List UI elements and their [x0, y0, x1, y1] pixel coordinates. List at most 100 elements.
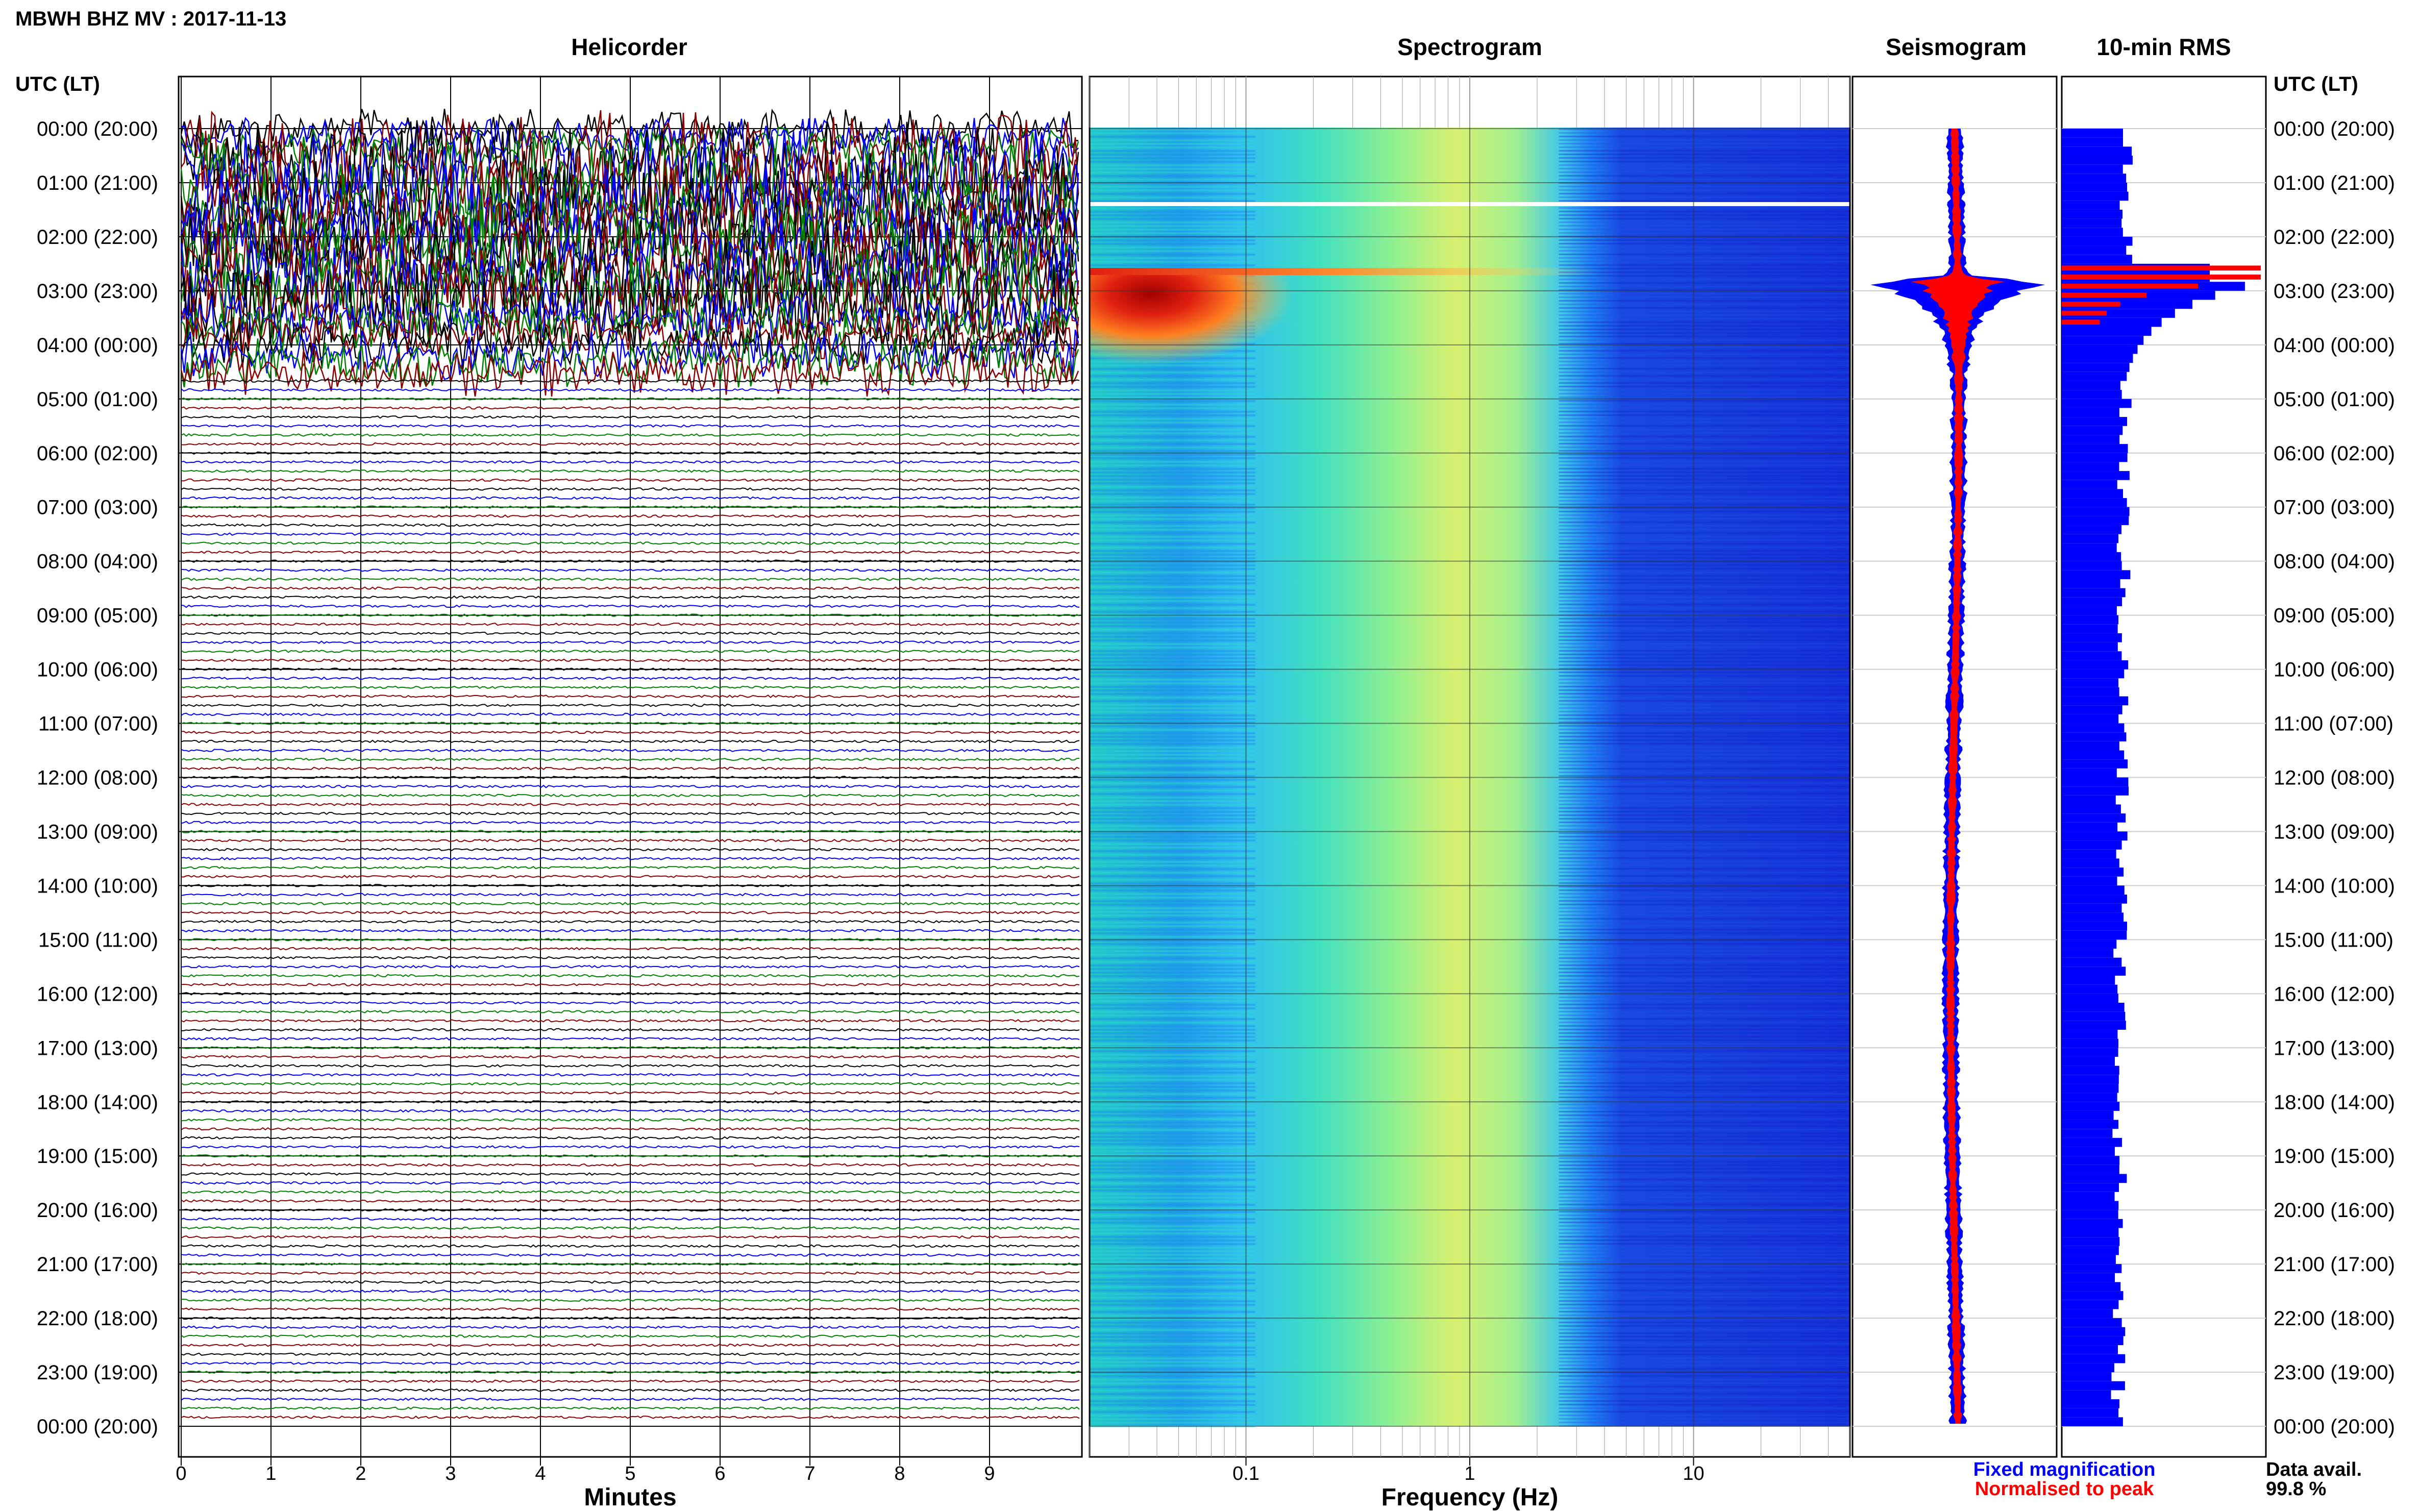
- helicorder-trace: [181, 658, 1080, 662]
- helicorder-trace: [181, 929, 1080, 933]
- spectrogram-row: [1559, 389, 1850, 391]
- spectrogram-row: [1090, 954, 1255, 956]
- spectrogram-row: [1559, 1125, 1850, 1127]
- rms-bar: [2062, 1029, 2118, 1039]
- spectrogram-row: [1090, 779, 1255, 781]
- spectrogram-row: [1090, 1365, 1255, 1367]
- spectrogram-row: [1090, 786, 1255, 788]
- spectrogram-row: [1090, 1368, 1255, 1370]
- spectrogram-row: [1559, 136, 1850, 137]
- rms-bar: [2062, 822, 2118, 832]
- spectrogram-row: [1559, 1386, 1850, 1387]
- rms-bar: [2062, 786, 2129, 796]
- spectrogram-row: [1090, 936, 1255, 938]
- spectrogram-row: [1090, 972, 1255, 974]
- spectrogram-row: [1090, 543, 1255, 545]
- spectrogram-row: [1559, 664, 1850, 666]
- helicorder-trace: [181, 469, 1080, 473]
- spectrogram-row: [1559, 847, 1850, 848]
- spectrogram-row: [1559, 1411, 1850, 1412]
- spectrogram-tick-label: 1: [1464, 1463, 1475, 1484]
- spectrogram-row: [1090, 947, 1255, 949]
- spectrogram-row: [1559, 514, 1850, 516]
- spectrogram-row: [1090, 797, 1255, 799]
- rms-bar: [2062, 255, 2132, 264]
- spectrogram-row: [1090, 1050, 1255, 1052]
- helicorder-trace: [181, 460, 1080, 464]
- spectrogram-row: [1559, 1400, 1850, 1402]
- spectrogram-row: [1090, 1104, 1255, 1106]
- helicorder-trace: [181, 956, 1080, 960]
- rms-bar: [2062, 228, 2123, 237]
- spectrogram-row: [1090, 1004, 1255, 1006]
- rms-bar: [2062, 966, 2126, 976]
- spectrogram-row: [1090, 875, 1255, 877]
- time-label-left: 19:00 (15:00): [37, 1145, 158, 1168]
- spectrogram-row: [1090, 511, 1255, 513]
- spectrogram-row: [1090, 729, 1255, 731]
- spectrogram-row: [1559, 1390, 1850, 1391]
- spectrogram-row: [1559, 707, 1850, 709]
- spectrogram-row: [1090, 982, 1255, 984]
- spectrogram-row: [1090, 1129, 1255, 1131]
- rms-bar: [2062, 831, 2128, 841]
- helicorder-trace: [181, 1046, 1080, 1050]
- spectrogram-row: [1559, 1072, 1850, 1073]
- spectrogram-row: [1559, 486, 1850, 487]
- spectrogram-row: [1090, 214, 1255, 216]
- rms-bar-normalised: [2062, 265, 2261, 271]
- spectrogram-row: [1090, 239, 1255, 241]
- helicorder-trace: [181, 1244, 1080, 1248]
- spectrogram-row: [1090, 682, 1255, 684]
- spectrogram-tick-label: 10: [1683, 1463, 1704, 1484]
- rms-bar: [2062, 1110, 2114, 1120]
- spectrogram-row: [1090, 1204, 1255, 1206]
- helicorder-trace: [181, 586, 1080, 590]
- rms-bar: [2062, 939, 2117, 949]
- spectrogram-row: [1559, 1097, 1850, 1098]
- spectrogram-row: [1090, 1107, 1255, 1109]
- spectrogram-row: [1090, 1018, 1255, 1020]
- spectrogram-row: [1559, 382, 1850, 384]
- time-label-right: 15:00 (11:00): [2274, 929, 2393, 951]
- helicorder-trace: [180, 174, 1079, 263]
- spectrogram-row: [1090, 1357, 1255, 1359]
- spectrogram-row: [1090, 872, 1255, 874]
- spectrogram-row: [1559, 139, 1850, 141]
- spectrogram-row: [1090, 1293, 1255, 1295]
- spectrogram-row: [1559, 307, 1850, 309]
- spectrogram-row: [1090, 150, 1255, 152]
- spectrogram-row: [1559, 293, 1850, 294]
- spectrogram-row: [1559, 1268, 1850, 1270]
- rms-bar: [2062, 1075, 2119, 1084]
- spectrogram-row: [1090, 1057, 1255, 1059]
- spectrogram-row: [1559, 564, 1850, 566]
- helicorder-trace: [181, 550, 1080, 554]
- spectrogram-row: [1090, 611, 1255, 613]
- spectrogram-row: [1090, 432, 1255, 434]
- rms-bar: [2062, 714, 2119, 724]
- spectrogram-row: [1090, 1225, 1255, 1227]
- spectrogram-row: [1090, 454, 1255, 456]
- helicorder-trace: [181, 776, 1080, 780]
- spectrogram-row: [1559, 825, 1850, 827]
- spectrogram-row: [1090, 422, 1255, 424]
- spectrogram-row: [1090, 1189, 1255, 1192]
- spectrogram-row: [1090, 514, 1255, 516]
- rms-bar: [2062, 1002, 2125, 1012]
- spectrogram-row: [1559, 1118, 1850, 1120]
- helicorder-trace: [181, 1352, 1080, 1356]
- spectrogram-row: [1559, 786, 1850, 787]
- spectrogram-row: [1559, 918, 1850, 920]
- time-label-right: 04:00 (00:00): [2274, 334, 2395, 357]
- spectrogram-row: [1559, 214, 1850, 216]
- spectrogram-row: [1090, 847, 1255, 849]
- helicorder-trace: [181, 1370, 1080, 1374]
- rms-bar: [2062, 1372, 2112, 1381]
- helicorder-trace: [181, 514, 1080, 518]
- spectrogram-row: [1559, 211, 1850, 212]
- rms-bar: [2062, 1048, 2118, 1057]
- helicorder-trace: [181, 1253, 1080, 1257]
- spectrogram-row: [1559, 861, 1850, 862]
- spectrogram-row: [1559, 679, 1850, 680]
